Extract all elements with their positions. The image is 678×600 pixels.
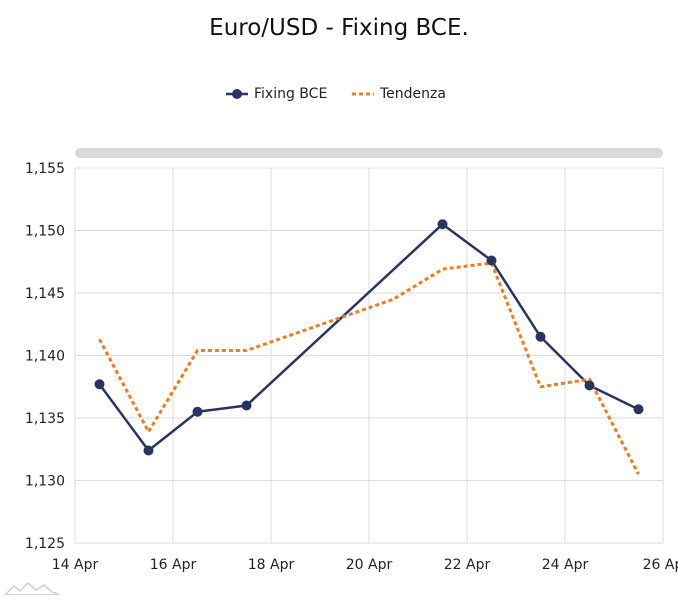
data-point-fixing-bce — [94, 379, 105, 390]
legend-item-fixing-bce[interactable]: Fixing BCE — [226, 86, 327, 102]
data-point-fixing-bce — [633, 404, 644, 415]
data-point-fixing-bce — [584, 380, 595, 391]
x-tick-label: 18 Apr — [248, 557, 295, 573]
data-point-fixing-bce — [241, 400, 252, 411]
x-tick-label: 16 Apr — [150, 557, 197, 573]
x-tick-label: 24 Apr — [542, 557, 589, 573]
legend-marker-tendenza — [352, 92, 374, 96]
data-point-fixing-bce — [437, 219, 448, 230]
y-tick-label: 1,145 — [25, 286, 65, 302]
legend-marker-fixing-bce — [226, 89, 248, 99]
x-tick-label: 20 Apr — [346, 557, 393, 573]
y-tick-label: 1,135 — [25, 411, 65, 427]
data-point-fixing-bce — [486, 255, 497, 266]
x-tick-label: 14 Apr — [52, 557, 99, 573]
legend-item-tendenza[interactable]: Tendenza — [352, 86, 446, 102]
x-tick-label: 22 Apr — [444, 557, 491, 573]
legend-label-tendenza: Tendenza — [380, 86, 446, 102]
data-point-fixing-bce — [192, 406, 203, 417]
legend: Fixing BCE Tendenza — [0, 86, 678, 108]
legend-label-fixing-bce: Fixing BCE — [254, 86, 328, 102]
data-point-fixing-bce — [535, 331, 546, 342]
chart-logo-icon — [4, 581, 60, 595]
chart-title: Euro/USD - Fixing BCE. — [209, 15, 469, 41]
x-tick-label: 26 Ap — [643, 557, 678, 573]
y-tick-label: 1,125 — [25, 536, 65, 552]
y-tick-label: 1,130 — [25, 474, 65, 490]
y-tick-label: 1,155 — [25, 161, 65, 177]
chart-scrollbar[interactable] — [75, 148, 663, 158]
y-tick-label: 1,150 — [25, 224, 65, 240]
data-point-fixing-bce — [143, 445, 154, 456]
y-tick-label: 1,140 — [25, 349, 65, 365]
